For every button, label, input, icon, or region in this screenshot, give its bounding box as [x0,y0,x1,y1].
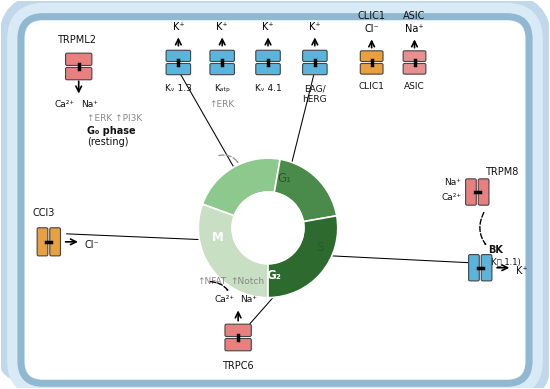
Text: Kₐₜₚ: Kₐₜₚ [214,84,230,93]
Text: M: M [212,231,224,244]
Text: K⁺: K⁺ [262,21,274,32]
Text: TRPC6: TRPC6 [222,361,254,371]
Text: K⁺: K⁺ [173,21,184,32]
Text: BK: BK [488,245,503,255]
Text: ↑ERK ↑PI3K: ↑ERK ↑PI3K [87,114,142,123]
FancyBboxPatch shape [360,63,383,74]
FancyBboxPatch shape [65,67,92,80]
FancyBboxPatch shape [360,51,383,61]
FancyBboxPatch shape [25,21,525,379]
Text: TRPML2: TRPML2 [57,35,96,44]
FancyBboxPatch shape [302,63,327,75]
FancyBboxPatch shape [302,50,327,61]
Text: TRPM8: TRPM8 [485,167,519,177]
FancyArrowPatch shape [209,282,228,290]
FancyBboxPatch shape [210,63,234,75]
Text: G₁: G₁ [277,172,291,184]
Text: CLIC1: CLIC1 [359,82,384,91]
Wedge shape [198,204,268,298]
Text: Na⁺: Na⁺ [405,24,424,33]
FancyBboxPatch shape [210,50,234,61]
Text: Kᵥ 4.1: Kᵥ 4.1 [255,84,282,93]
FancyBboxPatch shape [256,50,280,61]
Text: K⁺: K⁺ [309,21,321,32]
Text: K⁺: K⁺ [516,266,528,276]
Text: ASIC: ASIC [403,11,426,21]
Text: Na⁺: Na⁺ [81,100,98,109]
FancyArrowPatch shape [480,212,486,244]
Text: Ca²⁺: Ca²⁺ [54,100,75,109]
Text: Ca²⁺: Ca²⁺ [214,294,234,303]
FancyArrowPatch shape [219,155,238,163]
Wedge shape [274,159,337,222]
Text: Cl⁻: Cl⁻ [85,240,100,250]
Circle shape [232,192,304,264]
Text: G₀ phase: G₀ phase [87,126,135,136]
Text: CCl3: CCl3 [32,208,55,218]
FancyBboxPatch shape [37,228,48,256]
Text: Na⁺: Na⁺ [240,294,257,303]
FancyBboxPatch shape [225,324,251,336]
Wedge shape [202,158,280,216]
FancyBboxPatch shape [469,254,479,281]
FancyBboxPatch shape [256,63,280,75]
FancyBboxPatch shape [166,50,191,61]
Text: ↑NFAT: ↑NFAT [197,277,226,286]
Text: (resting): (resting) [87,137,128,147]
Text: K⁺: K⁺ [216,21,228,32]
FancyBboxPatch shape [481,254,492,281]
Text: Na⁺: Na⁺ [444,177,461,187]
FancyBboxPatch shape [478,179,489,205]
Text: ↑ERK: ↑ERK [210,100,235,109]
Text: Ca²⁺: Ca²⁺ [441,193,461,203]
FancyBboxPatch shape [403,51,426,61]
Text: G₂: G₂ [267,269,282,282]
Text: S: S [316,241,323,254]
FancyBboxPatch shape [166,63,191,75]
Text: (Kⲡ 1.1): (Kⲡ 1.1) [488,257,521,266]
Text: EAG/
hERG: EAG/ hERG [302,84,327,104]
Text: Cl⁻: Cl⁻ [364,24,379,33]
Wedge shape [268,216,338,298]
Text: ↑Notch: ↑Notch [230,277,265,286]
Text: ASIC: ASIC [404,82,425,91]
Text: CLIC1: CLIC1 [358,11,386,21]
FancyBboxPatch shape [466,179,476,205]
FancyBboxPatch shape [50,228,60,256]
FancyBboxPatch shape [225,338,251,351]
Text: Kᵥ 1.3: Kᵥ 1.3 [165,84,192,93]
FancyBboxPatch shape [403,63,426,74]
FancyBboxPatch shape [65,53,92,65]
